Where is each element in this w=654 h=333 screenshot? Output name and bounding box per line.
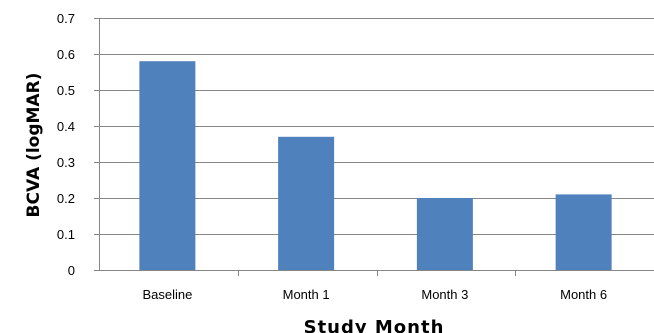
bar-baseline	[139, 61, 196, 271]
axes	[94, 18, 654, 276]
y-tick-label: 0.3	[57, 155, 75, 170]
x-tick-label: Month 3	[421, 287, 468, 302]
x-tick-label: Month 6	[560, 287, 607, 302]
y-tick-label: 0.5	[57, 83, 75, 98]
x-tick-label: Month 1	[283, 287, 330, 302]
y-tick-label: 0.2	[57, 191, 75, 206]
bar-month-3	[416, 198, 473, 270]
y-tick-label: 0.7	[57, 11, 75, 26]
x-tick-labels: Baseline Month 1 Month 3 Month 6	[142, 287, 607, 302]
y-tick-label: 0.1	[57, 227, 75, 242]
x-tick-label: Baseline	[142, 287, 192, 302]
y-tick-label: 0	[68, 263, 75, 278]
y-axis-title: BCVA (logMAR)	[24, 73, 44, 218]
y-tick-label: 0.6	[57, 47, 75, 62]
y-tick-labels: 0 0.1 0.2 0.3 0.4 0.5 0.6 0.7	[57, 11, 75, 278]
bar-month-1	[278, 136, 335, 270]
x-axis-title: Study Month	[304, 317, 445, 333]
y-tick-label: 0.4	[57, 119, 75, 134]
bar-month-6	[555, 194, 612, 270]
bars	[139, 61, 612, 271]
